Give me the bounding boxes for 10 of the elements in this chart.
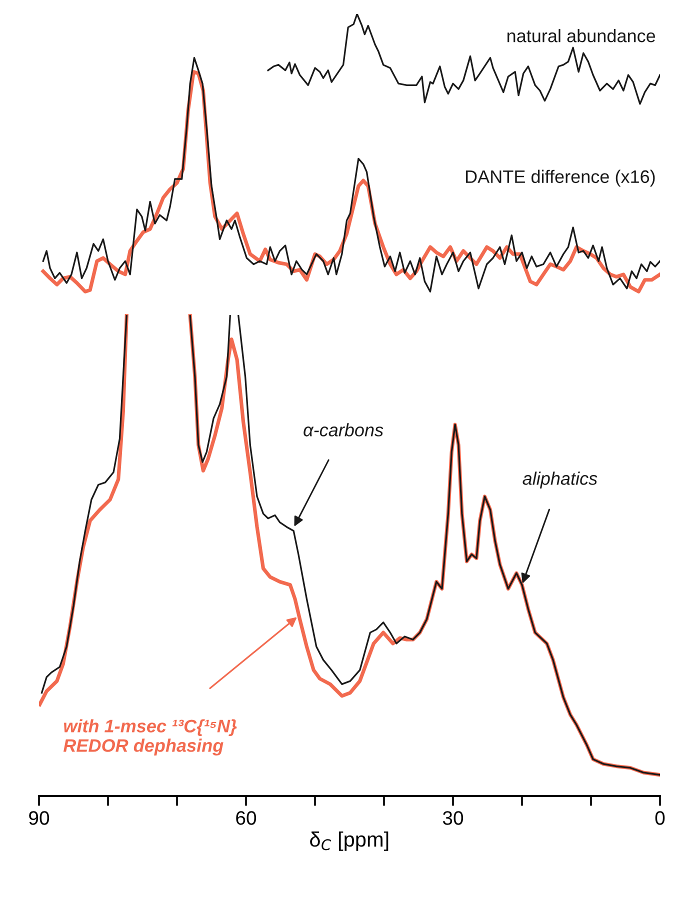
x-axis-title: δ$_{C}$ [ppm] (310, 831, 388, 851)
annotation: α-carbons (304, 423, 384, 436)
x-tick-label: 90 (29, 811, 50, 825)
series-label: natural abundance (507, 29, 656, 42)
x-tick-label: 60 (236, 811, 256, 825)
annotation: aliphatics (522, 472, 598, 488)
x-tick-label: 30 (442, 811, 464, 825)
text: DANTE difference (x16) (466, 170, 655, 187)
series-label: with 1-msec ¹³C{¹⁵N} REDOR dephasing (63, 719, 237, 756)
x-tick-label: 0 (655, 811, 665, 825)
